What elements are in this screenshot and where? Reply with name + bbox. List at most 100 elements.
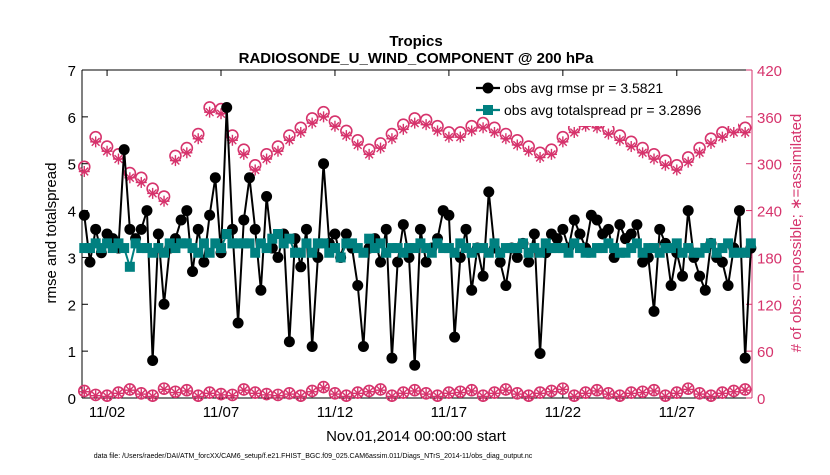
obs-assimilated-point	[659, 159, 671, 171]
asterisk-stroke	[638, 148, 647, 158]
chart-subtitle: RADIOSONDE_U_WIND_COMPONENT @ 200 hPa	[239, 50, 594, 67]
asterisk-stroke	[296, 392, 306, 401]
obs-assimilated-point	[340, 390, 352, 402]
rmse-point	[249, 223, 261, 235]
asterisk-stroke	[284, 135, 294, 145]
asterisk-stroke	[114, 388, 123, 398]
spread-point	[159, 247, 170, 258]
obs-assimilated-point	[443, 131, 455, 143]
rmse-point	[654, 223, 666, 235]
spread-point	[136, 243, 147, 254]
spread-point	[586, 247, 597, 258]
asterisk-stroke	[455, 132, 465, 142]
legend-spread-marker	[483, 105, 493, 115]
spread-point	[517, 238, 528, 249]
obs-assimilated-point	[306, 117, 318, 129]
asterisk-stroke	[626, 388, 636, 398]
spread-point	[620, 247, 631, 258]
asterisk-stroke	[376, 385, 385, 395]
rmse-point	[733, 205, 745, 217]
spread-point	[238, 238, 249, 249]
obs-assimilated-point	[340, 130, 352, 142]
rmse-point	[449, 331, 461, 343]
spread-point	[324, 247, 335, 258]
asterisk-stroke	[79, 387, 89, 397]
asterisk-stroke	[136, 389, 146, 399]
rmse-point	[631, 219, 643, 231]
obs-assimilated-point	[318, 111, 330, 123]
obs-assimilated-point	[625, 387, 637, 399]
y-left-tick-label: 5	[68, 157, 76, 174]
spread-point	[506, 243, 517, 254]
y-left-tick-label: 1	[68, 344, 76, 361]
rmse-point	[238, 214, 250, 226]
obs-assimilated-point	[375, 142, 387, 154]
rmse-point	[414, 223, 426, 235]
chart-title: Tropics	[389, 33, 442, 50]
spread-point	[723, 238, 734, 249]
obs-assimilated-point	[500, 133, 512, 145]
spread-point	[272, 229, 283, 239]
x-tick-label: 11/22	[545, 404, 581, 421]
x-tick-label: 11/27	[659, 404, 695, 421]
spread-point	[290, 247, 301, 258]
obs-assimilated-point	[375, 384, 387, 396]
rmse-point	[147, 355, 159, 367]
spread-point	[557, 243, 568, 254]
spread-point	[609, 243, 620, 254]
rmse-point	[568, 214, 580, 226]
y-right-tick-label: 360	[757, 110, 782, 127]
asterisk-stroke	[695, 389, 704, 399]
asterisk-stroke	[717, 132, 727, 142]
spread-point	[187, 243, 198, 254]
spread-point	[369, 243, 380, 254]
rmse-point	[534, 347, 546, 359]
asterisk-stroke	[239, 385, 249, 395]
spread-point	[700, 243, 711, 254]
spread-point	[552, 243, 563, 254]
rmse-point	[386, 352, 398, 364]
spread-point	[597, 243, 608, 254]
asterisk-stroke	[421, 389, 431, 399]
rmse-point	[716, 256, 728, 268]
rmse-point	[722, 280, 734, 292]
obs-assimilated-point	[557, 136, 569, 148]
obs-assimilated-point	[409, 117, 421, 129]
spread-point	[284, 233, 295, 244]
asterisk-stroke	[341, 131, 351, 140]
spread-point	[386, 243, 397, 254]
spread-point	[489, 238, 500, 249]
obs-assimilated-point	[705, 390, 717, 402]
obs-assimilated-point	[466, 385, 478, 397]
spread-point	[347, 238, 358, 249]
asterisk-stroke	[433, 392, 442, 401]
asterisk-stroke	[524, 392, 534, 401]
spread-point	[364, 233, 375, 244]
y-axis-label-left: rmse and totalspread	[43, 163, 60, 304]
asterisk-stroke	[729, 128, 739, 137]
spread-point	[677, 247, 688, 258]
spread-point	[728, 247, 739, 258]
rmse-point	[124, 223, 136, 235]
legend: obs avg rmse pr = 3.5821 obs avg totalsp…	[476, 80, 738, 126]
asterisk-stroke	[307, 118, 317, 128]
spread-point	[449, 247, 460, 258]
spread-point	[329, 243, 340, 254]
spread-point	[181, 238, 192, 249]
spread-point	[141, 243, 152, 254]
asterisk-stroke	[273, 146, 283, 156]
rmse-point	[483, 186, 495, 198]
spread-point	[233, 238, 244, 249]
rmse-point	[300, 223, 312, 235]
asterisk-stroke	[729, 387, 739, 397]
obs-assimilated-point	[728, 386, 740, 398]
asterisk-stroke	[444, 132, 454, 142]
y-right-tick-label: 120	[757, 297, 782, 314]
obs-assimilated-point	[454, 131, 466, 143]
rmse-point	[494, 256, 506, 268]
y-right-tick-label: 300	[757, 157, 782, 174]
asterisk-stroke	[376, 143, 385, 153]
spread-point	[398, 247, 409, 258]
asterisk-stroke	[182, 148, 192, 158]
